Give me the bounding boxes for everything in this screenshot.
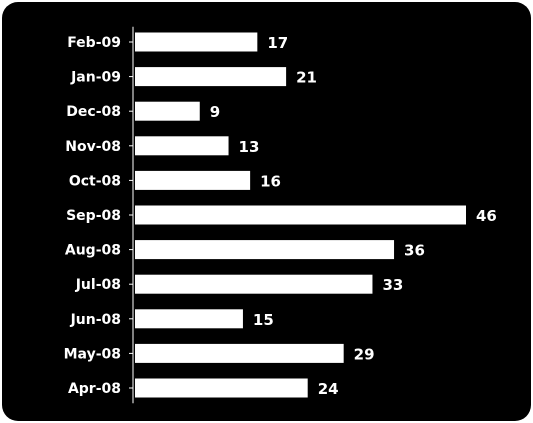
value-label: 36 [404,242,425,260]
category-label: Jun-08 [70,312,121,328]
category-label: Jul-08 [75,277,121,293]
bar-dec-08 [135,101,200,121]
bar-apr-08 [135,378,308,398]
category-label: Feb-09 [67,35,121,51]
category-labels: Feb-09 Jan-09 Dec-08 Nov-08 Oct-08 Sep-08 Aug-… [64,35,121,397]
bar-may-08 [135,343,344,363]
value-label: 13 [239,138,260,156]
bar-sep-08 [135,205,466,225]
bar-oct-08 [135,170,251,190]
value-label: 46 [476,207,497,225]
bar-jul-08 [135,274,373,294]
bar-aug-08 [135,240,395,260]
category-label: Oct-08 [69,173,121,189]
bar-feb-09 [135,32,258,52]
bar-nov-08 [135,136,229,156]
category-label: May-08 [64,346,121,362]
category-label: Sep-08 [66,208,121,224]
category-label: Dec-08 [66,104,121,120]
bar-jun-08 [135,309,243,329]
bars [135,32,466,398]
category-axis [129,26,134,404]
value-label: 33 [382,276,403,294]
value-label: 9 [210,103,220,121]
category-label: Nov-08 [65,139,121,155]
category-label: Jan-09 [70,70,121,86]
value-label: 21 [296,69,317,87]
value-label: 24 [318,380,339,398]
value-label: 29 [354,345,375,363]
category-label: Apr-08 [68,381,121,397]
value-label: 15 [253,311,274,329]
bar-jan-09 [135,67,287,87]
category-label: Aug-08 [65,243,121,259]
value-label: 17 [267,34,288,52]
value-label: 16 [260,172,281,190]
